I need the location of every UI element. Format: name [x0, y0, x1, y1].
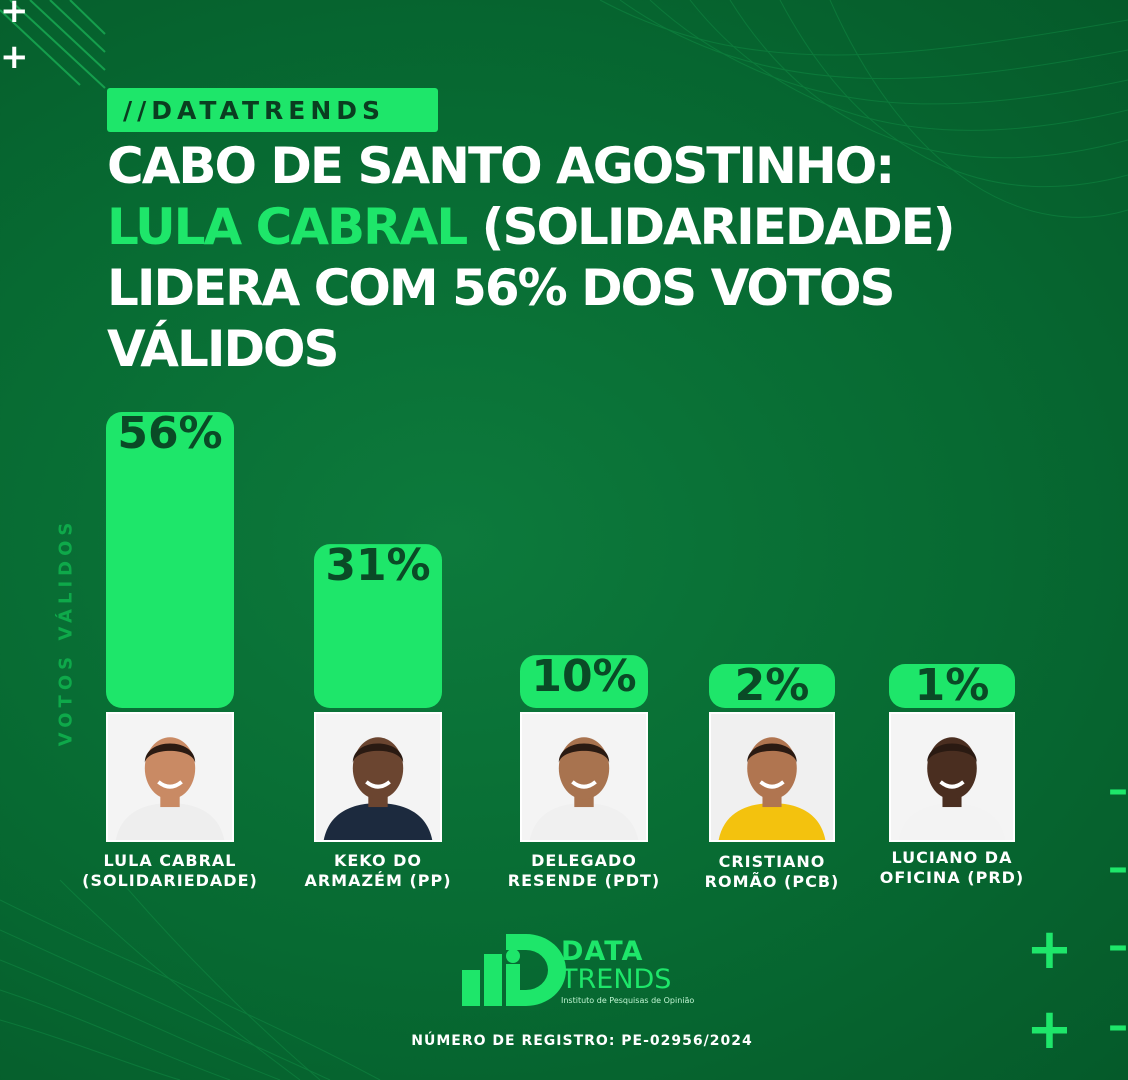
candidate-photo: [709, 712, 835, 842]
bar: [709, 664, 835, 708]
minus-icon: –: [1108, 1003, 1128, 1049]
headline-line-2-rest: (SOLIDARIEDADE): [466, 198, 956, 256]
bar-value-label: 1%: [915, 660, 990, 711]
minus-icon: –: [1108, 845, 1128, 891]
plus-icon: +: [0, 37, 29, 77]
candidate-photo: [520, 712, 648, 842]
candidate-photo: [889, 712, 1015, 842]
candidate-photo: [106, 712, 234, 842]
portrait-icon: [316, 714, 440, 840]
bar-value-label: 56%: [117, 408, 222, 459]
bar-value-label: 10%: [531, 651, 636, 702]
brand-tag: //DATATRENDS: [107, 88, 438, 132]
bar: [889, 664, 1015, 708]
candidate-name: KEKO DO ARMAZÉM (PP): [304, 851, 452, 890]
headline-line-4: VÁLIDOS: [107, 320, 339, 378]
headline-highlight: LULA CABRAL: [107, 198, 468, 256]
plus-icon: +: [1026, 997, 1073, 1062]
datatrends-logo-icon: [462, 934, 566, 1006]
bar: [106, 412, 234, 708]
plus-icon: +: [0, 0, 29, 31]
bar: [314, 544, 442, 708]
headline-line-2: LULA CABRAL (SOLIDARIEDADE): [107, 197, 1067, 258]
candidate-name: LULA CABRAL (SOLIDARIEDADE): [82, 851, 258, 890]
candidate-photo: [314, 712, 442, 842]
portrait-icon: [108, 714, 232, 840]
logo-text-trends: TRENDS: [561, 964, 672, 995]
headline-line-1: CABO DE SANTO AGOSTINHO:: [107, 137, 895, 195]
headline: CABO DE SANTO AGOSTINHO: LULA CABRAL (SO…: [107, 136, 1067, 380]
candidate-name: CRISTIANO ROMÃO (PCB): [704, 852, 840, 891]
headline-line-3: LIDERA COM 56% DOS VOTOS: [107, 259, 896, 317]
bar-value-label: 2%: [735, 660, 810, 711]
plus-icon: +: [1026, 917, 1073, 982]
portrait-icon: [711, 714, 833, 840]
candidate-name: LUCIANO DA OFICINA (PRD): [879, 848, 1025, 887]
portrait-icon: [891, 714, 1013, 840]
bar: [520, 655, 648, 708]
logo-text-data: DATA: [561, 936, 644, 967]
portrait-icon: [522, 714, 646, 840]
candidate-name: DELEGADO RESENDE (PDT): [507, 851, 661, 890]
minus-icon: –: [1108, 923, 1128, 969]
bar-value-label: 31%: [325, 540, 430, 591]
minus-icon: –: [1108, 767, 1128, 813]
registration-number: NÚMERO DE REGISTRO: PE-02956/2024: [411, 1033, 753, 1049]
logo-subtitle: Instituto de Pesquisas de Opinião: [561, 996, 695, 1005]
